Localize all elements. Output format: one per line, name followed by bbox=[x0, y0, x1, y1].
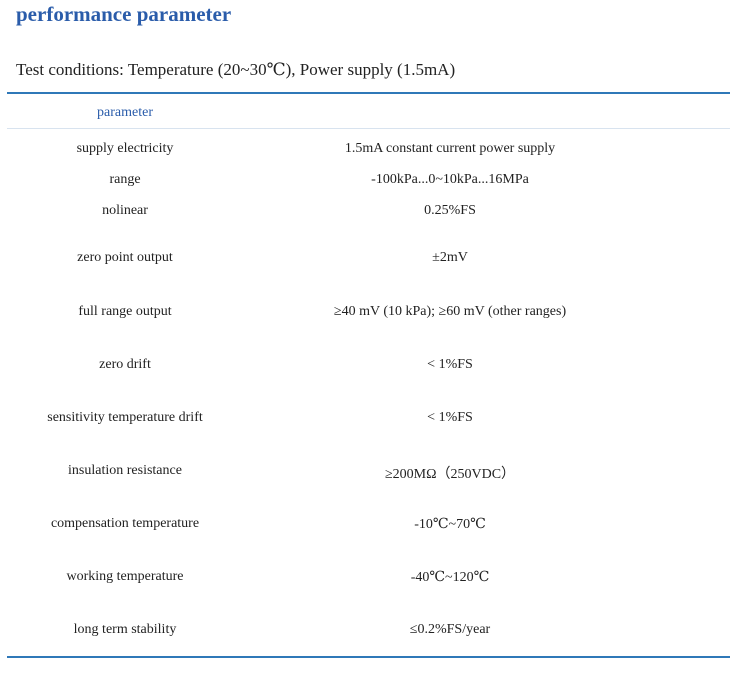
header-rule bbox=[7, 128, 730, 129]
parameter-name: zero drift bbox=[99, 357, 151, 372]
parameter-value: < 1%FS bbox=[427, 357, 473, 372]
parameter-value: ≤0.2%FS/year bbox=[409, 622, 491, 637]
parameter-name: sensitivity temperature drift bbox=[47, 410, 203, 425]
parameter-value: ±2mV bbox=[432, 250, 468, 265]
parameter-name: range bbox=[109, 172, 141, 187]
header-cell: parameter bbox=[97, 105, 153, 120]
parameter-value: -100kPa...0~10kPa...16MPa bbox=[371, 172, 529, 187]
parameter-value: 1.5mA constant current power supply bbox=[344, 141, 556, 156]
parameter-name: insulation resistance bbox=[68, 463, 182, 478]
parameter-name: supply electricity bbox=[76, 141, 174, 156]
test-conditions: Test conditions: Temperature (20~30℃), P… bbox=[16, 60, 456, 79]
parameter-value: ≥200MΩ（250VDC） bbox=[384, 467, 516, 482]
parameter-value: -10℃~70℃ bbox=[414, 517, 486, 532]
parameter-name: nolinear bbox=[102, 203, 148, 218]
parameter-value: ≥40 mV (10 kPa); ≥60 mV (other ranges) bbox=[333, 304, 567, 319]
parameter-value: 0.25%FS bbox=[424, 203, 476, 218]
parameter-value: < 1%FS bbox=[427, 410, 473, 425]
parameter-name: long term stability bbox=[73, 622, 177, 637]
parameter-name: working temperature bbox=[66, 569, 184, 584]
parameter-value: -40℃~120℃ bbox=[410, 570, 490, 585]
table-bottom-rule bbox=[7, 656, 730, 658]
parameter-name: zero point output bbox=[77, 250, 173, 265]
table-top-rule bbox=[7, 92, 730, 94]
parameter-name: compensation temperature bbox=[50, 516, 200, 531]
parameter-name: full range output bbox=[78, 304, 172, 319]
page-title: performance parameter bbox=[16, 2, 232, 26]
